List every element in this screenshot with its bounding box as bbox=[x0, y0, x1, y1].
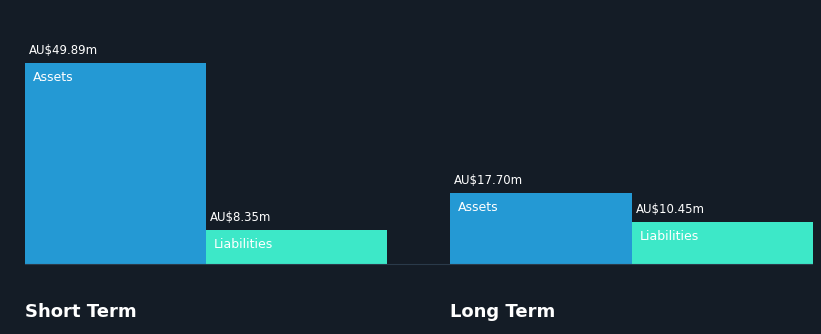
Text: AU$8.35m: AU$8.35m bbox=[210, 211, 271, 224]
Text: AU$17.70m: AU$17.70m bbox=[454, 174, 523, 187]
Bar bbox=[631, 222, 813, 264]
Text: Short Term: Short Term bbox=[25, 303, 136, 321]
Text: Liabilities: Liabilities bbox=[213, 238, 273, 252]
Text: AU$49.89m: AU$49.89m bbox=[29, 44, 98, 57]
Text: Assets: Assets bbox=[458, 201, 498, 214]
Text: Assets: Assets bbox=[33, 71, 73, 85]
Bar bbox=[206, 230, 388, 264]
Text: AU$10.45m: AU$10.45m bbox=[635, 203, 704, 216]
Text: Long Term: Long Term bbox=[450, 303, 556, 321]
Bar bbox=[25, 63, 206, 264]
Bar bbox=[450, 193, 631, 264]
Text: Liabilities: Liabilities bbox=[640, 230, 699, 243]
